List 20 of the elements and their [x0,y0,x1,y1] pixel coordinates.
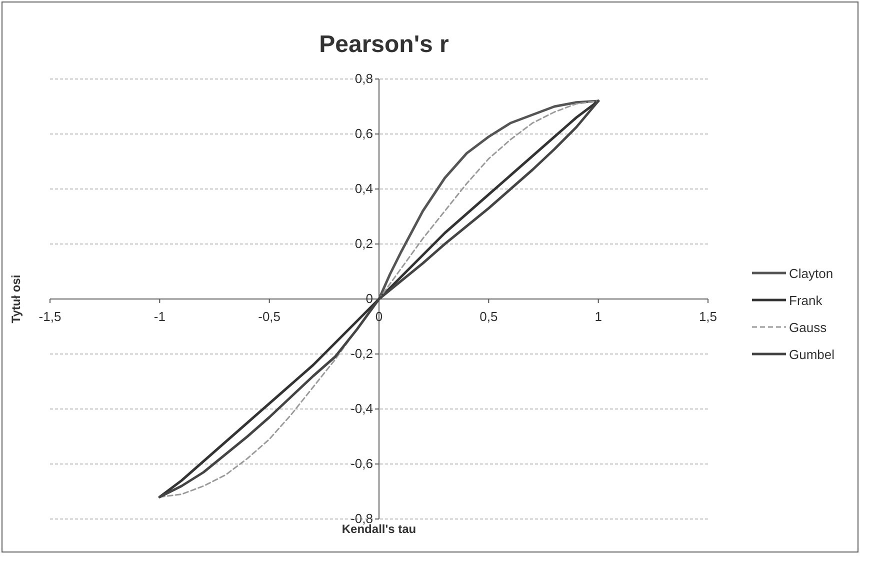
legend-label: Clayton [789,266,834,281]
x-tick-label: 1 [594,309,602,324]
x-tick-label: 1,5 [698,309,718,324]
legend-label: Frank [789,293,823,308]
x-tick-label: 0,5 [480,309,498,324]
y-tick-label: 0,2 [354,236,373,251]
y-tick-label: -0,2 [350,346,373,361]
x-tick-label: -1,5 [38,309,62,324]
legend-label: Gumbel [789,347,835,362]
y-axis-title: Tytuł osi [9,274,23,324]
x-tick-label: -0,5 [258,309,281,324]
y-tick-label: 0,6 [354,126,373,141]
y-tick-label: 0,8 [354,71,373,86]
y-tick-label: 0,4 [354,181,373,196]
x-tick-label: -1 [154,309,166,324]
y-tick-label: -0,6 [350,456,373,471]
y-tick-label: -0,4 [350,401,373,416]
chart-title: Pearson's r [319,31,449,58]
legend-label: Gauss [789,320,828,335]
y-tick-label: -0,8 [350,511,373,526]
